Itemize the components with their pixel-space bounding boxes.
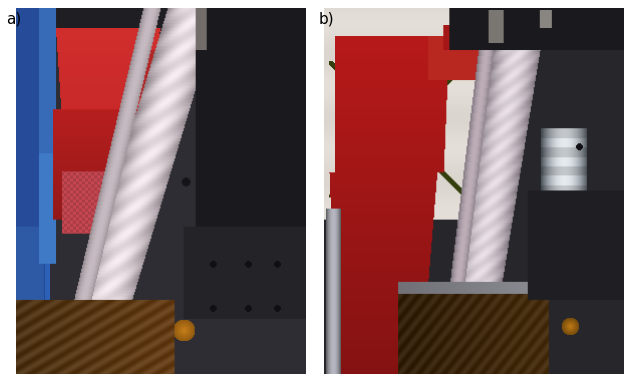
Text: b): b) — [318, 11, 334, 26]
Text: a): a) — [6, 11, 21, 26]
